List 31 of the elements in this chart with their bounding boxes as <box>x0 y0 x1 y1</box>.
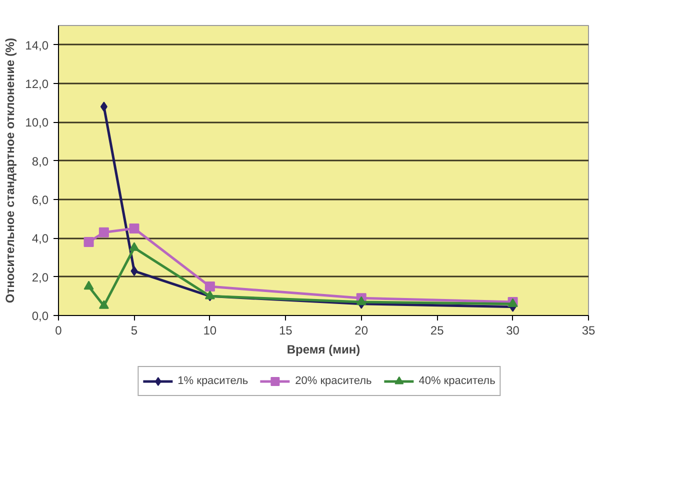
x-tick-label: 0 <box>55 324 62 338</box>
y-tick-label: 14,0 <box>25 38 49 52</box>
point <box>130 266 138 276</box>
point <box>100 102 108 112</box>
point <box>84 237 94 248</box>
point <box>98 227 109 238</box>
legend-label: 40% краситель <box>418 375 496 387</box>
y-tick-label: 10,0 <box>25 116 49 130</box>
y-tick-label: 6,0 <box>32 193 49 207</box>
x-tick-label: 30 <box>506 324 520 338</box>
point <box>98 300 109 309</box>
x-tick-label: 35 <box>582 324 596 338</box>
y-axis-title: Относительное стандартное отклонение (%) <box>3 38 18 304</box>
x-tick-label: 5 <box>130 324 138 338</box>
point <box>356 296 366 306</box>
legend-label: 1% краситель <box>178 375 248 387</box>
y-tick-label: 8,0 <box>32 154 49 168</box>
x-axis-title: Время (мин) <box>286 342 360 356</box>
y-tick-label: 4,0 <box>32 232 49 246</box>
y-tick-label: 2,0 <box>32 270 49 284</box>
legend-label: 20% краситель <box>295 375 372 387</box>
x-tick-label: 10 <box>203 324 217 338</box>
x-tick-label: 15 <box>278 324 293 338</box>
y-tick-label: 0,0 <box>32 309 49 323</box>
point <box>129 242 140 251</box>
point <box>129 224 140 234</box>
point <box>204 282 215 292</box>
y-tick-label: 12,0 <box>25 77 49 91</box>
x-tick-label: 25 <box>430 324 444 338</box>
x-tick-label: 20 <box>354 324 368 338</box>
point <box>84 280 94 290</box>
